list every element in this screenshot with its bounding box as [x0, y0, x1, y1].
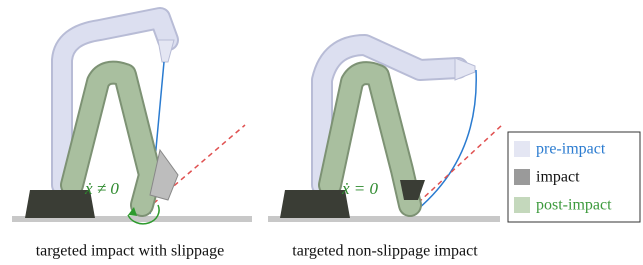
caption: targeted impact with slippage	[36, 243, 225, 260]
right-panel: ẋ = 0 targeted non-slippage impact	[268, 45, 502, 260]
figure: ẋ ≠ 0 targeted impact with slippage ẋ …	[0, 0, 643, 265]
caption: targeted non-slippage impact	[292, 243, 478, 260]
legend-label: pre-impact	[536, 141, 606, 158]
left-panel: ẋ ≠ 0 targeted impact with slippage	[12, 18, 252, 260]
legend-label: impact	[536, 169, 580, 186]
legend-swatch	[514, 197, 530, 213]
legend-label: post-impact	[536, 197, 612, 214]
legend-swatch	[514, 141, 530, 157]
impact-arm	[400, 180, 425, 200]
legend: pre-impact impact post-impact	[508, 132, 640, 222]
pre-impact-gripper	[158, 40, 174, 62]
annotation: ẋ ≠ 0	[84, 179, 119, 198]
legend-swatch	[514, 169, 530, 185]
robot-base	[280, 190, 350, 218]
annotation: ẋ = 0	[341, 179, 379, 198]
trajectory	[412, 70, 476, 214]
